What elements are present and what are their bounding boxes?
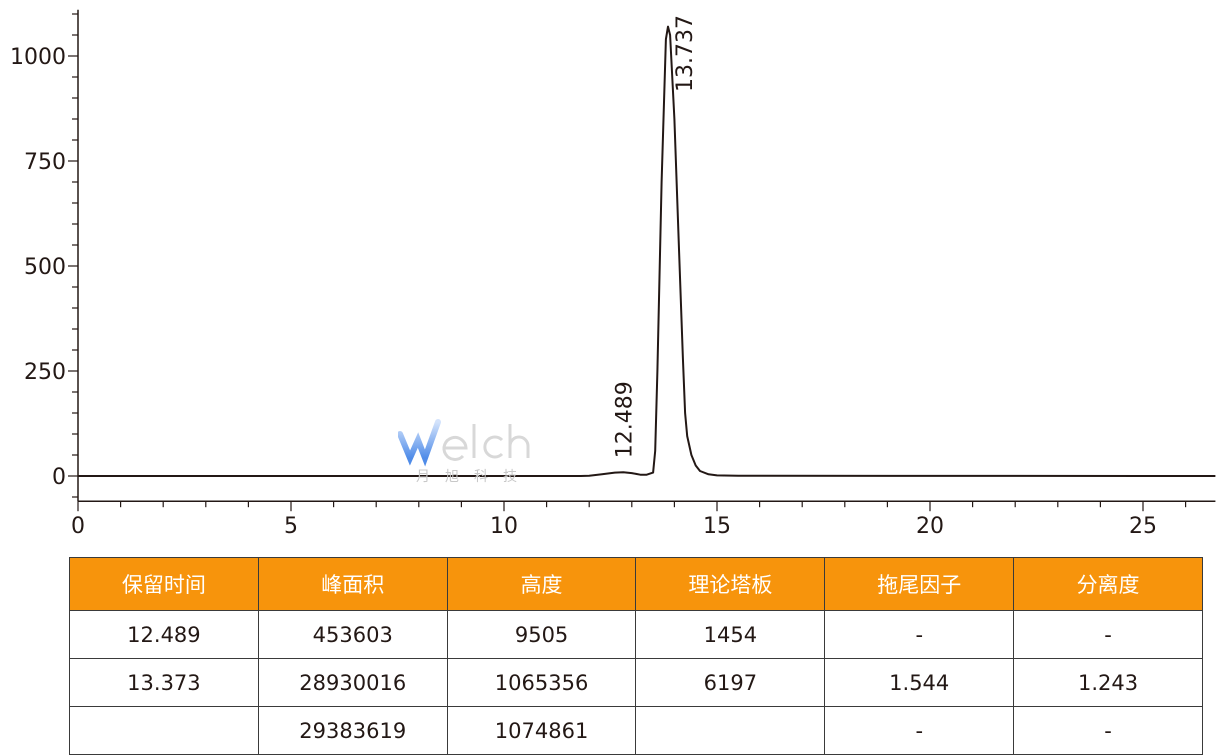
y-tick-label: 500	[24, 255, 66, 280]
chromatogram: 0 250 500 750 1000 0 5 10 15 20 25 12.489 13.737	[10, 9, 1216, 539]
cell	[635, 706, 826, 755]
cell	[69, 706, 259, 755]
header-plates: 理论塔板	[635, 557, 826, 611]
table-row: 12.489 453603 9505 1454- -	[69, 610, 1203, 659]
header-height: 高度	[446, 557, 637, 611]
y-tick-label: 1000	[10, 45, 66, 70]
peak-label: 13.737	[673, 15, 698, 92]
table-row: 29383619 1074861 - -	[69, 706, 1203, 755]
chromatogram-trace	[78, 25, 1216, 477]
cell: -	[824, 706, 1015, 755]
x-tick-label: 5	[284, 514, 298, 539]
cell: 29383619	[257, 706, 448, 755]
header-peak-area: 峰面积	[257, 557, 448, 611]
header-resolution: 分离度	[1013, 557, 1203, 611]
cell: 1.243	[1013, 658, 1203, 707]
x-tick-label: 20	[916, 514, 944, 539]
y-tick-label: 750	[24, 150, 66, 175]
cell: 12.489	[69, 610, 259, 659]
x-tick-label: 0	[71, 514, 85, 539]
x-tick-label: 25	[1129, 514, 1157, 539]
cell: 28930016	[257, 658, 448, 707]
cell: 1074861	[446, 706, 637, 755]
cell: -	[1013, 610, 1203, 659]
table-row: 13.373 28930016 1065356 6197 1.544 1.243	[69, 658, 1203, 707]
cell: 9505	[446, 610, 637, 659]
cell: 6197	[635, 658, 826, 707]
table-header-row: 保留时间 峰面积 高度 理论塔板 拖尾因子 分离度	[69, 557, 1203, 611]
y-tick-label: 250	[24, 360, 66, 385]
cell: 453603	[257, 610, 448, 659]
cell: -	[1013, 706, 1203, 755]
peak-label: 12.489	[612, 381, 637, 458]
header-retention-time: 保留时间	[69, 557, 259, 611]
cell: -	[824, 610, 1015, 659]
cell: 1065356	[446, 658, 637, 707]
cell: 1.544	[824, 658, 1015, 707]
y-tick-label: 0	[52, 465, 66, 490]
cell: 1454	[635, 610, 826, 659]
peak-table: 保留时间 峰面积 高度 理论塔板 拖尾因子 分离度 12.489 453603 95…	[69, 557, 1203, 755]
header-tailing: 拖尾因子	[824, 557, 1015, 611]
cell: 13.373	[69, 658, 259, 707]
x-tick-label: 10	[490, 514, 518, 539]
x-tick-label: 15	[703, 514, 731, 539]
